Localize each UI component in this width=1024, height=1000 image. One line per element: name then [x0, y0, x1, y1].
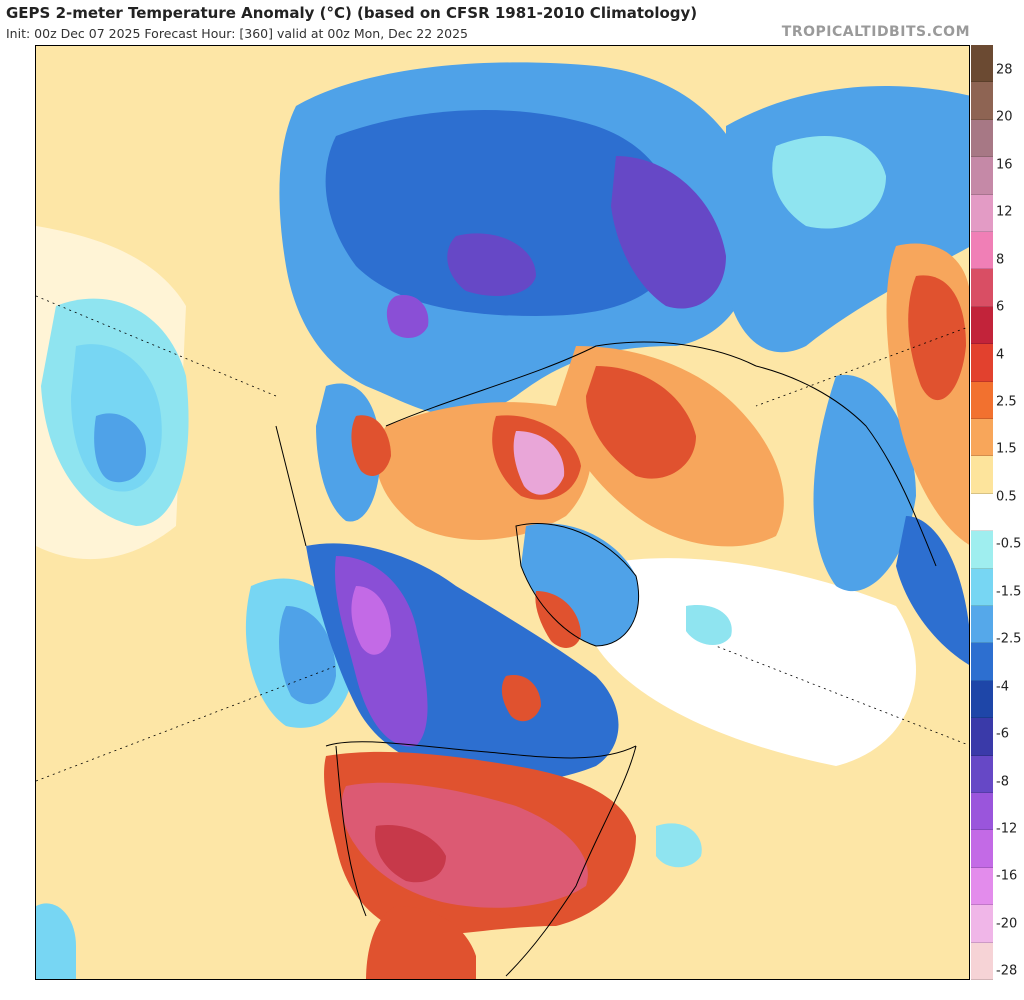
siberia-purple-2 — [447, 233, 536, 296]
map-title: GEPS 2-meter Temperature Anomaly (°C) (b… — [6, 4, 698, 22]
legend-label: -2.5 — [996, 631, 1022, 647]
legend-bin — [971, 232, 993, 270]
siberia-purple-3 — [386, 295, 429, 338]
legend-bin — [971, 119, 993, 158]
legend-label: 28 — [996, 62, 1013, 78]
legend-bin — [971, 793, 993, 831]
legend-bin — [971, 568, 993, 606]
arctic-lavender — [513, 431, 565, 495]
legend-label: 20 — [996, 109, 1013, 125]
legend-label: -1.5 — [996, 584, 1022, 600]
legend-label: -0.5 — [996, 536, 1022, 552]
legend-bin — [971, 82, 993, 120]
europe-warm-strong — [586, 366, 696, 479]
us-hot-core — [375, 825, 446, 883]
legend-bin — [971, 867, 993, 906]
china-warm-strong — [908, 275, 966, 401]
legend-label: 1.5 — [996, 441, 1017, 457]
legend-label: 0.5 — [996, 489, 1017, 505]
alaska-gulf-cold-core — [279, 606, 336, 705]
legend-bin — [971, 157, 993, 195]
legend-bin — [971, 606, 993, 644]
coastlines — [275, 341, 937, 977]
legend-label: 2.5 — [996, 394, 1017, 410]
legend-bin — [971, 344, 993, 382]
map-canvas — [36, 46, 969, 979]
legend-label: 16 — [996, 157, 1013, 173]
atlantic-cold-patch-1 — [656, 823, 702, 868]
white-atlantic-region — [596, 558, 916, 766]
canada-purple-core — [351, 586, 391, 655]
legend-bin — [971, 194, 993, 232]
legend-bin — [971, 45, 993, 83]
mexico-warm — [366, 906, 476, 979]
legend-label: -12 — [996, 821, 1018, 837]
legend-label: 4 — [996, 347, 1005, 363]
legend-bin — [971, 905, 993, 943]
legend-label: 12 — [996, 204, 1013, 220]
legend-bin — [971, 306, 993, 345]
eurasia-cold-strong — [325, 109, 678, 317]
legend-bin — [971, 643, 993, 681]
hudson-warm — [501, 675, 541, 722]
legend-bin — [971, 381, 993, 419]
site-brand: TROPICALTIDBITS.COM — [781, 24, 970, 40]
legend-label: -16 — [996, 868, 1018, 884]
siberia-purple-1 — [611, 156, 726, 309]
east-asia-cold-light — [772, 136, 886, 229]
legend-bin — [971, 680, 993, 719]
legend-bin — [971, 493, 993, 532]
legend-label: -6 — [996, 726, 1009, 742]
legend-label: -28 — [996, 963, 1018, 979]
legend-bin — [971, 456, 993, 494]
atlantic-cold-patch-2 — [686, 605, 732, 646]
pacific-cold-core — [94, 413, 146, 483]
baffin-warm — [535, 591, 581, 648]
south-asia-cold — [813, 374, 916, 592]
legend-bin — [971, 942, 993, 980]
legend-bin — [971, 830, 993, 868]
legend-label: 8 — [996, 252, 1005, 268]
legend-label: -8 — [996, 774, 1009, 790]
color-legend: 28 20 16 12 8 6 4 2.5 1.5 0.5 -0.5 -1.5 -2.5 -4 -6 -8 -1… — [971, 45, 1021, 980]
greenland-cold — [521, 523, 639, 646]
forecast-info: Init: 00z Dec 07 2025 Forecast Hour: [36… — [6, 26, 468, 41]
legend-bin — [971, 531, 993, 569]
scandinavia-warm-patch — [351, 415, 391, 476]
legend-label: -20 — [996, 916, 1018, 932]
pacific-cold-patch — [36, 903, 76, 979]
legend-label: 6 — [996, 299, 1005, 315]
legend-bin — [971, 269, 993, 307]
legend-bin — [971, 419, 993, 457]
graticule — [36, 295, 969, 782]
south-asia-cold-strong — [896, 516, 969, 665]
legend-bin — [971, 755, 993, 793]
legend-label: -4 — [996, 679, 1009, 695]
anomaly-map — [35, 45, 970, 980]
legend-bin — [971, 718, 993, 756]
